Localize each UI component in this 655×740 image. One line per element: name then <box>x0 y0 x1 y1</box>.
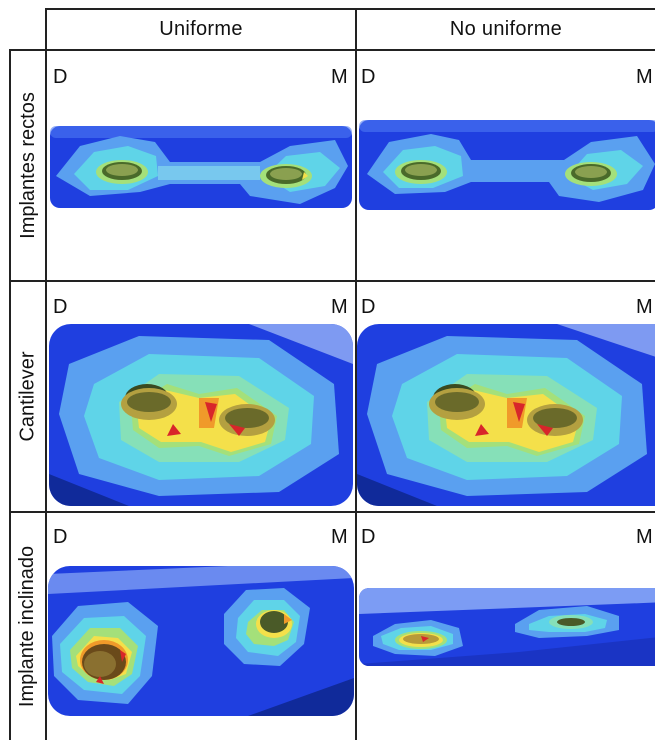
label-d: D <box>361 66 376 88</box>
label-m: M <box>331 526 348 548</box>
grid-line <box>45 8 47 740</box>
stress-map-inclinado-uniforme <box>48 566 354 716</box>
grid-line <box>10 511 655 513</box>
label-d: D <box>361 526 376 548</box>
grid-line <box>10 280 655 282</box>
stress-map-cantilever-no-uniforme <box>357 324 655 506</box>
grid-line <box>9 49 11 740</box>
row-label-cantilever: Cantilever <box>16 351 39 442</box>
label-d: D <box>361 296 376 318</box>
grid-line <box>10 49 655 51</box>
label-d: D <box>53 526 68 548</box>
label-m: M <box>636 296 653 318</box>
column-header-uniforme: Uniforme <box>159 18 243 40</box>
label-m: M <box>636 66 653 88</box>
label-m: M <box>331 296 348 318</box>
row-label-implantes-rectos: Implantes rectos <box>16 92 39 239</box>
label-d: D <box>53 66 68 88</box>
label-m: M <box>331 66 348 88</box>
stress-map-rectos-uniforme <box>50 126 352 210</box>
stress-map-cantilever-uniforme <box>49 324 353 506</box>
grid-line <box>355 8 357 740</box>
label-m: M <box>636 526 653 548</box>
stress-map-inclinado-no-uniforme <box>359 588 655 668</box>
stress-map-rectos-no-uniforme <box>359 120 655 212</box>
grid-line <box>45 8 655 10</box>
row-label-implante-inclinado: Implante inclinado <box>16 545 39 708</box>
column-header-no-uniforme: No uniforme <box>449 18 563 40</box>
label-d: D <box>53 296 68 318</box>
